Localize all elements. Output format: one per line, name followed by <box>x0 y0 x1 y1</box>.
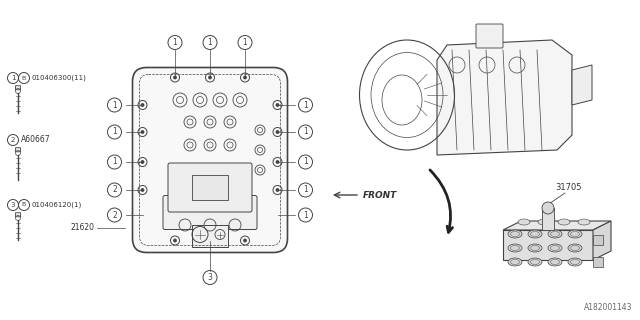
Text: 1: 1 <box>303 211 308 220</box>
Text: 3: 3 <box>207 273 212 282</box>
Text: 1: 1 <box>112 127 117 137</box>
Bar <box>593 257 603 267</box>
Circle shape <box>276 161 278 163</box>
Circle shape <box>276 131 278 133</box>
Ellipse shape <box>528 258 542 266</box>
Bar <box>503 230 593 260</box>
Circle shape <box>174 239 176 242</box>
Text: 1: 1 <box>243 38 248 47</box>
Text: A60667: A60667 <box>21 135 51 145</box>
Circle shape <box>276 189 278 191</box>
Bar <box>192 225 228 246</box>
Ellipse shape <box>548 244 562 252</box>
Text: 1: 1 <box>11 75 15 81</box>
Text: 2: 2 <box>112 186 117 195</box>
Circle shape <box>141 104 144 106</box>
FancyBboxPatch shape <box>163 196 257 229</box>
FancyBboxPatch shape <box>15 213 20 217</box>
Text: 1: 1 <box>303 127 308 137</box>
Ellipse shape <box>568 258 582 266</box>
Bar <box>192 175 228 200</box>
Circle shape <box>141 161 144 163</box>
Circle shape <box>244 239 246 242</box>
Text: 1: 1 <box>173 38 177 47</box>
Polygon shape <box>503 221 611 230</box>
Text: 010406300(11): 010406300(11) <box>31 75 86 81</box>
Bar <box>593 235 603 245</box>
Text: 1: 1 <box>303 100 308 109</box>
Ellipse shape <box>548 230 562 238</box>
Ellipse shape <box>528 230 542 238</box>
Text: 2: 2 <box>11 137 15 143</box>
Ellipse shape <box>528 244 542 252</box>
Ellipse shape <box>568 230 582 238</box>
Bar <box>542 208 554 230</box>
Circle shape <box>141 189 144 191</box>
Text: B: B <box>22 203 26 207</box>
Circle shape <box>276 104 278 106</box>
Text: 3: 3 <box>11 202 15 208</box>
Text: 2: 2 <box>112 211 117 220</box>
Text: 010406120(1): 010406120(1) <box>31 202 81 208</box>
FancyBboxPatch shape <box>476 24 503 48</box>
FancyBboxPatch shape <box>168 163 252 212</box>
Text: FRONT: FRONT <box>363 190 397 199</box>
Ellipse shape <box>508 258 522 266</box>
Text: A182001143: A182001143 <box>584 303 632 312</box>
Circle shape <box>209 76 211 79</box>
Ellipse shape <box>508 230 522 238</box>
FancyBboxPatch shape <box>132 68 287 252</box>
Polygon shape <box>437 40 572 155</box>
Text: 1: 1 <box>112 157 117 166</box>
Circle shape <box>174 76 176 79</box>
Ellipse shape <box>518 219 530 225</box>
Text: 1: 1 <box>303 186 308 195</box>
Ellipse shape <box>538 219 550 225</box>
FancyBboxPatch shape <box>15 86 20 90</box>
Circle shape <box>244 76 246 79</box>
Text: 1: 1 <box>303 157 308 166</box>
Ellipse shape <box>548 258 562 266</box>
Ellipse shape <box>568 244 582 252</box>
Polygon shape <box>572 65 592 105</box>
Ellipse shape <box>508 244 522 252</box>
Text: 21620: 21620 <box>70 223 95 232</box>
Ellipse shape <box>578 219 590 225</box>
Text: 1: 1 <box>207 38 212 47</box>
Text: B: B <box>22 76 26 81</box>
FancyBboxPatch shape <box>15 148 20 152</box>
Text: 31705: 31705 <box>555 183 582 193</box>
Text: 1: 1 <box>112 100 117 109</box>
Circle shape <box>141 131 144 133</box>
Polygon shape <box>593 221 611 260</box>
Circle shape <box>542 202 554 214</box>
Ellipse shape <box>558 219 570 225</box>
